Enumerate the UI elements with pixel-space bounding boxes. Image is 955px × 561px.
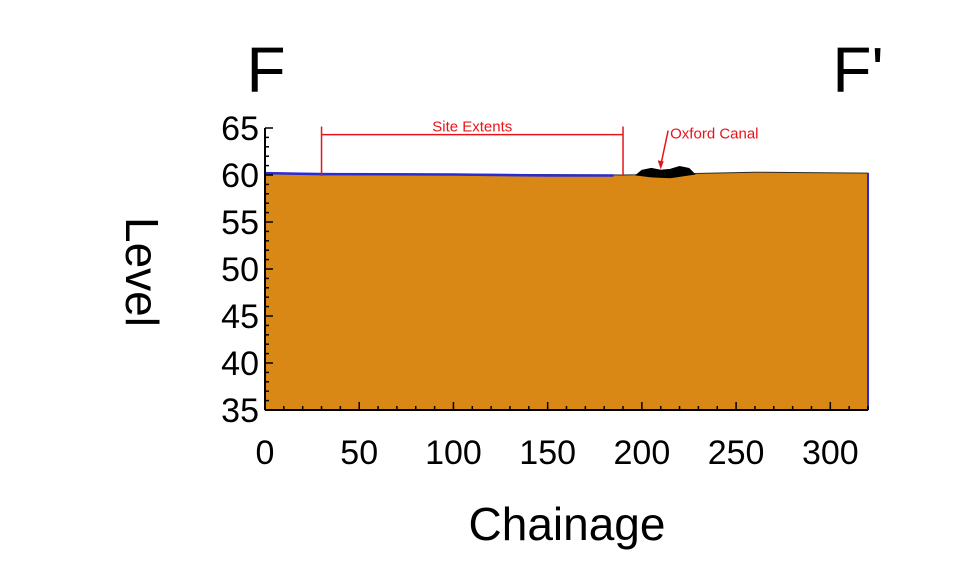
y-tick-label: 35 — [221, 392, 259, 430]
y-tick-label: 60 — [221, 157, 259, 195]
x-tick-label: 300 — [802, 434, 859, 472]
section-label-right: F' — [832, 34, 883, 106]
x-tick-label: 100 — [425, 434, 482, 472]
x-tick-label: 50 — [340, 434, 378, 472]
y-tick-label: 65 — [221, 110, 259, 148]
annotation-site-extents: Site Extents — [432, 119, 512, 136]
y-tick-label: 50 — [221, 251, 259, 289]
x-axis-title: Chainage — [469, 498, 666, 550]
water-table-line — [264, 171, 614, 177]
section-label-left: F — [246, 34, 285, 106]
overlays — [264, 126, 869, 410]
x-tick-label: 250 — [708, 434, 765, 472]
x-tick-label: 150 — [519, 434, 576, 472]
y-axis-title: Level — [116, 217, 168, 327]
x-tick-label: 0 — [256, 434, 275, 472]
axes: 35 40 45 50 55 60 65 0 50 100 150 200 250 300 — [221, 110, 869, 472]
stratum-layer-6 — [264, 171, 869, 411]
oxford-canal-arrow-line — [659, 130, 669, 166]
canal-fill — [634, 165, 696, 179]
y-tick-label: 55 — [221, 204, 259, 242]
x-tick-label: 200 — [614, 434, 671, 472]
strata-layers — [264, 171, 869, 411]
oxford-canal-arrow-head — [657, 160, 664, 170]
y-tick-label: 40 — [221, 345, 259, 383]
annotation-oxford-canal: Oxford Canal — [670, 126, 758, 143]
y-tick-label: 45 — [221, 298, 259, 336]
